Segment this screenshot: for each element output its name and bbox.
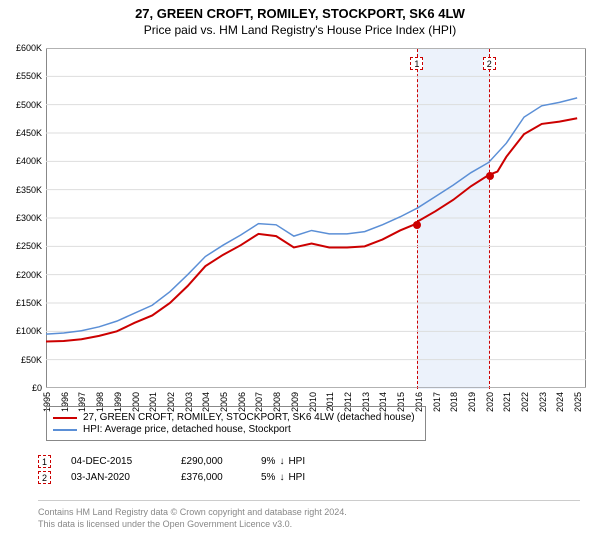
sale-marker-2: 2 [483, 57, 496, 70]
y-axis-tick-label: £300K [0, 213, 42, 223]
y-axis-tick-label: £0 [0, 383, 42, 393]
chart-legend: 27, GREEN CROFT, ROMILEY, STOCKPORT, SK6… [46, 406, 426, 441]
chart-title: 27, GREEN CROFT, ROMILEY, STOCKPORT, SK6… [0, 6, 600, 21]
transaction-row: 2 03-JAN-2020 £376,000 5% ↓ HPI [38, 471, 341, 484]
y-axis-tick-label: £550K [0, 71, 42, 81]
y-axis-tick-label: £450K [0, 128, 42, 138]
y-axis-tick-label: £350K [0, 185, 42, 195]
y-axis-tick-label: £600K [0, 43, 42, 53]
x-axis-tick-label: 2018 [449, 392, 459, 412]
y-axis-tick-label: £50K [0, 355, 42, 365]
transaction-date: 03-JAN-2020 [71, 472, 161, 483]
arrow-down-icon: ↓ [279, 472, 284, 483]
transaction-table: 1 04-DEC-2015 £290,000 9% ↓ HPI 2 03-JAN-2020… [38, 452, 341, 487]
chart-title-block: 27, GREEN CROFT, ROMILEY, STOCKPORT, SK6… [0, 0, 600, 41]
legend-row: HPI: Average price, detached house, Stoc… [53, 424, 419, 435]
transaction-price: £376,000 [181, 472, 241, 483]
x-axis-tick-label: 2021 [502, 392, 512, 412]
credit-line-1: Contains HM Land Registry data © Crown c… [38, 507, 580, 519]
y-axis-tick-label: £500K [0, 100, 42, 110]
transaction-diff: 9% ↓ HPI [261, 456, 341, 467]
transaction-price: £290,000 [181, 456, 241, 467]
x-axis-tick-label: 2024 [555, 392, 565, 412]
sale-period-band [417, 49, 489, 389]
chart-subtitle: Price paid vs. HM Land Registry's House … [0, 23, 600, 37]
credit-line-2: This data is licensed under the Open Gov… [38, 519, 580, 531]
y-axis-tick-label: £150K [0, 298, 42, 308]
transaction-marker: 1 [38, 455, 51, 468]
chart-canvas: 12 £0£50K£100K£150K£200K£250K£300K£350K£… [46, 48, 586, 388]
x-axis-tick-label: 2020 [485, 392, 495, 412]
x-axis-tick-label: 2017 [432, 392, 442, 412]
y-axis-tick-label: £400K [0, 156, 42, 166]
x-axis-tick-label: 2019 [467, 392, 477, 412]
arrow-down-icon: ↓ [279, 456, 284, 467]
y-axis-tick-label: £250K [0, 241, 42, 251]
legend-label: 27, GREEN CROFT, ROMILEY, STOCKPORT, SK6… [83, 412, 415, 423]
transaction-date: 04-DEC-2015 [71, 456, 161, 467]
transaction-diff: 5% ↓ HPI [261, 472, 341, 483]
legend-row: 27, GREEN CROFT, ROMILEY, STOCKPORT, SK6… [53, 412, 419, 423]
legend-swatch [53, 417, 77, 419]
sale-point-1 [413, 221, 421, 229]
transaction-marker: 2 [38, 471, 51, 484]
sale-point-2 [486, 172, 494, 180]
x-axis-tick-label: 2023 [538, 392, 548, 412]
legend-swatch [53, 429, 77, 431]
y-axis-tick-label: £200K [0, 270, 42, 280]
data-credit: Contains HM Land Registry data © Crown c… [38, 500, 580, 530]
x-axis-tick-label: 2022 [520, 392, 530, 412]
transaction-row: 1 04-DEC-2015 £290,000 9% ↓ HPI [38, 455, 341, 468]
x-axis-tick-label: 2025 [573, 392, 583, 412]
y-axis-tick-label: £100K [0, 326, 42, 336]
legend-label: HPI: Average price, detached house, Stoc… [83, 424, 291, 435]
sale-marker-1: 1 [410, 57, 423, 70]
